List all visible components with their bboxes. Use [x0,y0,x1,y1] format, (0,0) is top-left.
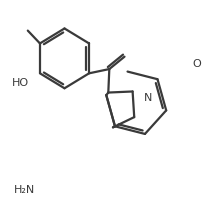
Text: O: O [192,59,201,69]
Text: HO: HO [12,78,29,88]
Text: H₂N: H₂N [14,185,35,195]
Text: N: N [144,93,153,103]
